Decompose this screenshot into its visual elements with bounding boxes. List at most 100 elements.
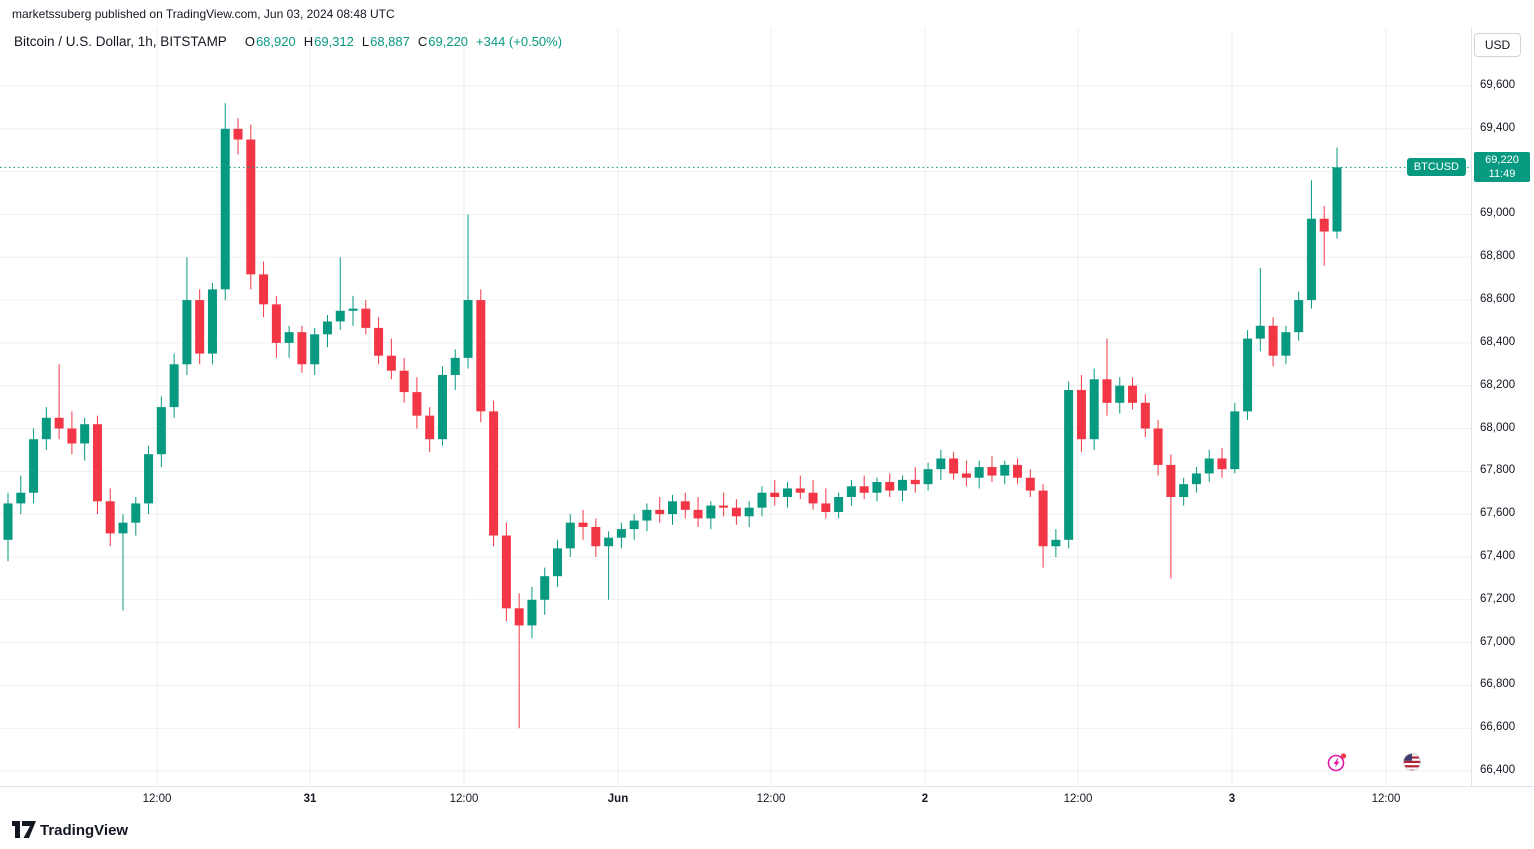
price-tick-label: 67,400: [1480, 549, 1516, 562]
candle: [1166, 454, 1176, 579]
candle: [1268, 317, 1278, 367]
candle: [169, 353, 179, 418]
candle: [1000, 460, 1010, 485]
candle: [527, 586, 537, 639]
candle: [1051, 529, 1061, 557]
candle: [1038, 484, 1048, 568]
candle: [361, 300, 371, 335]
price-tick-label: 68,800: [1480, 250, 1516, 263]
crypto-event-icon[interactable]: [1327, 752, 1347, 772]
candle: [1306, 180, 1316, 309]
candle: [731, 499, 741, 525]
price-tick-label: 66,400: [1480, 764, 1516, 776]
candle: [783, 482, 793, 508]
candle: [629, 514, 639, 540]
candle: [616, 522, 626, 549]
candle: [808, 479, 818, 510]
price-axis: USD 69,220 11:49 66,400 66,600 66,800 67,00…: [1471, 28, 1534, 786]
candle: [92, 415, 102, 515]
candle: [246, 124, 256, 290]
price-tick-label: 69,400: [1480, 121, 1516, 134]
candle: [1332, 147, 1342, 239]
candle: [987, 456, 997, 483]
last-price-symbol-badge: BTCUSD: [1406, 158, 1466, 177]
symbol-header: Bitcoin / U.S. Dollar, 1h, BITSTAMP O68,9…: [14, 34, 562, 49]
candle: [668, 494, 677, 525]
candle: [859, 475, 869, 500]
candle: [67, 411, 77, 455]
price-tick-label: 66,600: [1480, 721, 1516, 734]
candle: [16, 475, 26, 515]
candle: [259, 261, 269, 318]
low-label: L: [361, 34, 370, 49]
candle: [923, 462, 933, 491]
candle: [322, 315, 332, 348]
price-tick-label: 67,600: [1480, 507, 1516, 520]
candle: [1076, 374, 1086, 453]
candle: [885, 473, 895, 497]
candle: [834, 492, 844, 519]
candle: [310, 327, 320, 375]
candle: [1204, 449, 1214, 483]
candle: [770, 479, 780, 506]
candle: [1281, 325, 1291, 365]
time-tick-label: 12:00: [756, 793, 786, 805]
candle: [3, 492, 13, 562]
candle: [655, 497, 665, 523]
candle: [501, 522, 511, 622]
candle: [552, 539, 562, 587]
candle: [41, 407, 51, 450]
candle: [1230, 402, 1240, 474]
candle: [105, 488, 115, 547]
candle: [1179, 477, 1189, 506]
candle: [795, 475, 805, 500]
candle: [1191, 467, 1201, 493]
time-tick-label: 12:00: [1371, 793, 1401, 805]
tradingview-logo-icon[interactable]: [12, 821, 36, 843]
time-tick-label: 12:00: [1063, 793, 1093, 805]
candle: [1102, 338, 1112, 416]
candle: [1319, 205, 1329, 266]
candle: [565, 514, 575, 557]
time-tick-label: 2: [921, 793, 929, 805]
candle: [706, 501, 716, 530]
candle: [1153, 419, 1163, 476]
candle: [144, 445, 154, 515]
candle: [450, 349, 460, 390]
candle: [910, 467, 920, 493]
candle: [207, 282, 217, 365]
candle: [578, 509, 588, 540]
candle: [1140, 394, 1150, 438]
candle: [642, 503, 652, 532]
symbol-title: Bitcoin / U.S. Dollar, 1h, BITSTAMP: [14, 34, 227, 49]
us-flag-event-icon[interactable]: [1402, 752, 1422, 772]
close-value: 69,220: [428, 34, 469, 49]
price-tick-label: 67,800: [1480, 464, 1516, 477]
price-tick-label: 68,200: [1480, 378, 1516, 391]
candle: [540, 567, 550, 615]
candle: [936, 449, 946, 480]
candle: [54, 364, 64, 440]
candle: [693, 497, 703, 527]
candle: [463, 214, 473, 369]
candle: [156, 396, 166, 468]
high-label: H: [303, 34, 314, 49]
candle: [1217, 447, 1227, 478]
candle: [437, 366, 447, 446]
tradingview-brand[interactable]: TradingView: [40, 822, 129, 839]
candle: [220, 103, 230, 301]
candle: [1128, 377, 1138, 410]
close-label: C: [417, 34, 428, 49]
change-value: +344 (+0.50%): [476, 34, 563, 49]
candle: [719, 492, 729, 517]
high-value: 69,312: [314, 34, 354, 49]
candle: [1294, 291, 1304, 341]
low-value: 68,887: [370, 34, 410, 49]
candle: [348, 295, 358, 326]
candle: [386, 338, 396, 380]
time-axis: 12:00 31 12:00 Jun 12:00 2 12:00 3 12:00: [0, 786, 1534, 813]
candle: [744, 501, 754, 527]
candle: [374, 317, 384, 365]
candle: [974, 460, 984, 489]
currency-button[interactable]: USD: [1474, 33, 1521, 57]
